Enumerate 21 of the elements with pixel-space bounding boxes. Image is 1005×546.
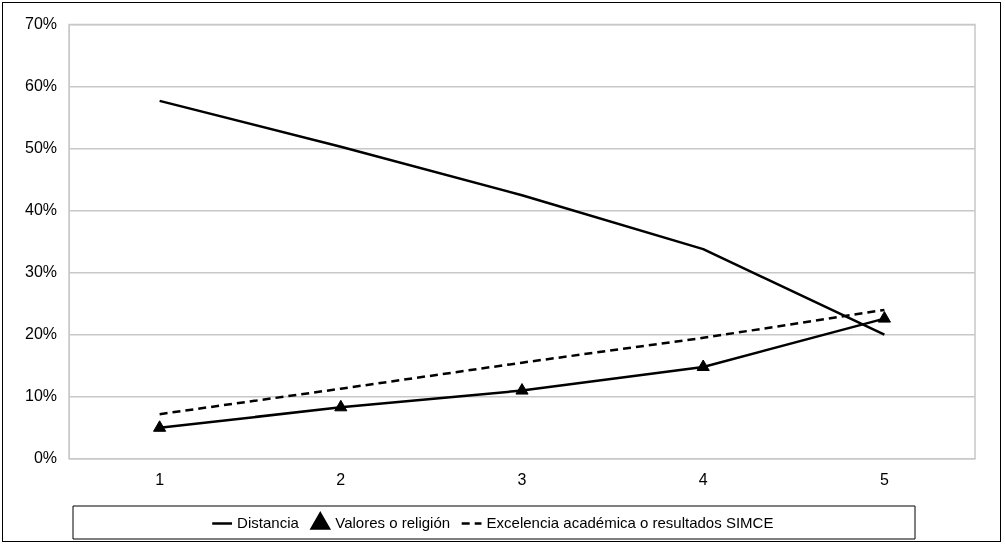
point <box>696 359 710 371</box>
x-tick-label: 4 <box>698 470 708 488</box>
y-tick-label: 20% <box>24 325 58 343</box>
x-tick-label: 1 <box>155 470 165 488</box>
legend-label: Distancia <box>237 513 300 531</box>
x-tick-label: 5 <box>879 470 889 488</box>
point <box>153 420 167 432</box>
point <box>334 399 348 412</box>
y-tick-label: 30% <box>24 263 58 281</box>
legend-label: Valores o religión <box>335 513 451 531</box>
y-tick-label: 10% <box>24 387 58 405</box>
x-tick-label: 2 <box>336 470 346 488</box>
point <box>515 383 529 395</box>
y-tick-label: 60% <box>24 77 58 95</box>
y-tick-label: 70% <box>24 15 58 33</box>
y-tick-label: 50% <box>24 139 58 157</box>
y-tick-label: 0% <box>33 449 58 467</box>
legend-label: Excelencia académica o resultados SIMCE <box>486 513 774 531</box>
y-tick-label: 40% <box>24 201 58 219</box>
x-tick-label: 3 <box>517 470 527 488</box>
point <box>877 311 891 323</box>
